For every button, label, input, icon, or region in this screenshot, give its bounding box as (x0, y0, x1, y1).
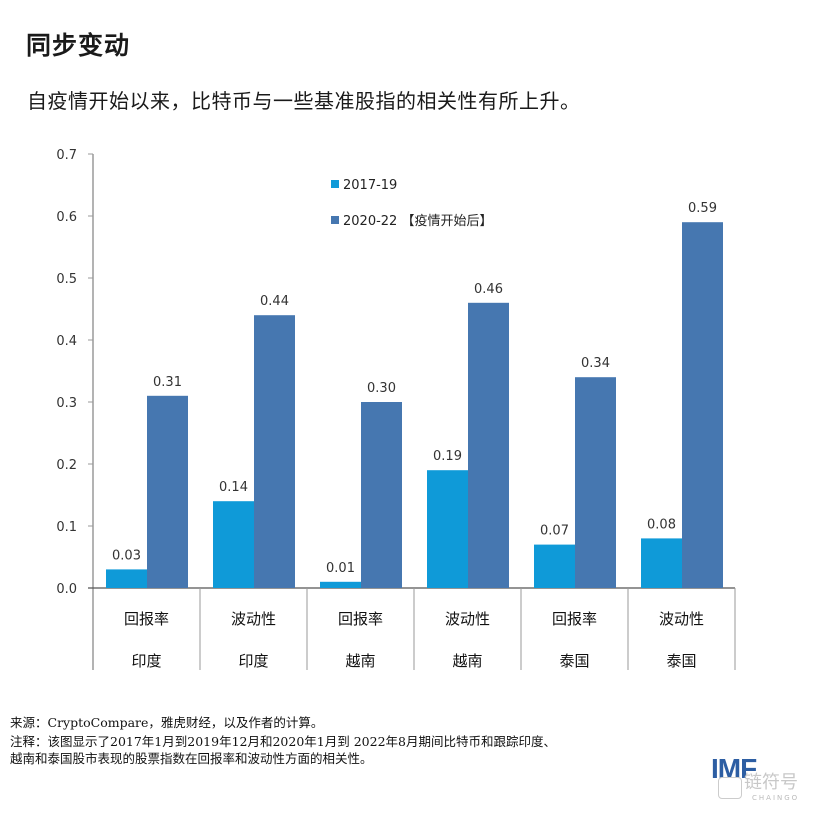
y-tick-label: 0.5 (56, 272, 77, 287)
y-tick-label: 0.3 (56, 396, 77, 411)
data-label: 0.01 (326, 561, 355, 576)
x-category-metric-label: 波动性 (445, 610, 490, 628)
bar-2017-19 (320, 581, 361, 588)
legend-swatch-2020-22 (331, 216, 339, 224)
x-category-country-label: 越南 (345, 652, 375, 670)
data-label: 0.30 (367, 381, 396, 396)
bar-2017-19 (534, 544, 575, 588)
data-label: 0.46 (474, 282, 503, 297)
x-category-metric-label: 回报率 (124, 610, 169, 628)
watermark-subtext: CHAINGO (752, 794, 800, 802)
data-label: 0.31 (153, 375, 182, 390)
y-tick-label: 0.2 (56, 458, 77, 473)
y-tick-label: 0.6 (56, 210, 77, 225)
bar-2017-19 (427, 470, 468, 588)
y-tick-label: 0.7 (56, 148, 77, 163)
footnote-line-1: 注释：该图显示了2017年1月到2019年12月和2020年1月到 2022年8… (10, 734, 556, 749)
bar-2017-19 (106, 569, 147, 588)
source-note: 来源：CryptoCompare，雅虎财经，以及作者的计算。 (10, 715, 324, 730)
x-category-metric-label: 波动性 (231, 610, 276, 628)
x-category-country-label: 印度 (131, 652, 161, 670)
data-label: 0.07 (540, 524, 569, 539)
chart-title: 同步变动 (26, 31, 131, 60)
data-label: 0.08 (647, 517, 676, 532)
legend-label-2017-19: 2017-19 (343, 178, 397, 193)
legend-label-2020-22: 2020-22 【疫情开始后】 (343, 213, 492, 229)
x-category-country-label: 泰国 (666, 652, 696, 670)
data-label: 0.59 (688, 201, 717, 216)
watermark-icon (718, 777, 742, 799)
y-tick-label: 0.4 (56, 334, 77, 349)
bar-2020-22 (468, 302, 509, 588)
data-label: 0.44 (260, 294, 289, 309)
chart-subtitle: 自疫情开始以来，比特币与一些基准股指的相关性有所上升。 (27, 89, 581, 113)
bar-2020-22 (254, 315, 295, 588)
bar-2020-22 (575, 377, 616, 588)
y-tick-label: 0.0 (56, 582, 77, 597)
bar-2020-22 (147, 395, 188, 588)
bars: 0.03 0.14 0.01 0.19 0.07 0.08 0.31 0.44 0.30 0.46… (106, 201, 723, 588)
bar-2020-22 (361, 402, 402, 588)
data-label: 0.14 (219, 480, 248, 495)
x-category-metric-label: 回报率 (552, 610, 597, 628)
x-category-country-label: 泰国 (559, 652, 589, 670)
x-category-country-label: 越南 (452, 652, 482, 670)
bar-2017-19 (213, 501, 254, 588)
x-category-metric-label: 波动性 (659, 610, 704, 628)
bar-2017-19 (641, 538, 682, 588)
legend-swatch-2017-19 (331, 180, 339, 188)
x-category-metric-label: 回报率 (338, 610, 383, 628)
data-label: 0.03 (112, 548, 141, 563)
footnote-line-2: 越南和泰国股市表现的股票指数在回报率和波动性方面的相关性。 (10, 751, 373, 766)
bar-2020-22 (682, 222, 723, 588)
x-category-country-label: 印度 (238, 652, 268, 670)
data-label: 0.34 (581, 356, 610, 371)
legend: 2017-19 2020-22 【疫情开始后】 (331, 178, 492, 229)
data-label: 0.19 (433, 449, 462, 464)
y-tick-label: 0.1 (56, 520, 77, 535)
watermark-text: 链符号 (744, 772, 798, 793)
